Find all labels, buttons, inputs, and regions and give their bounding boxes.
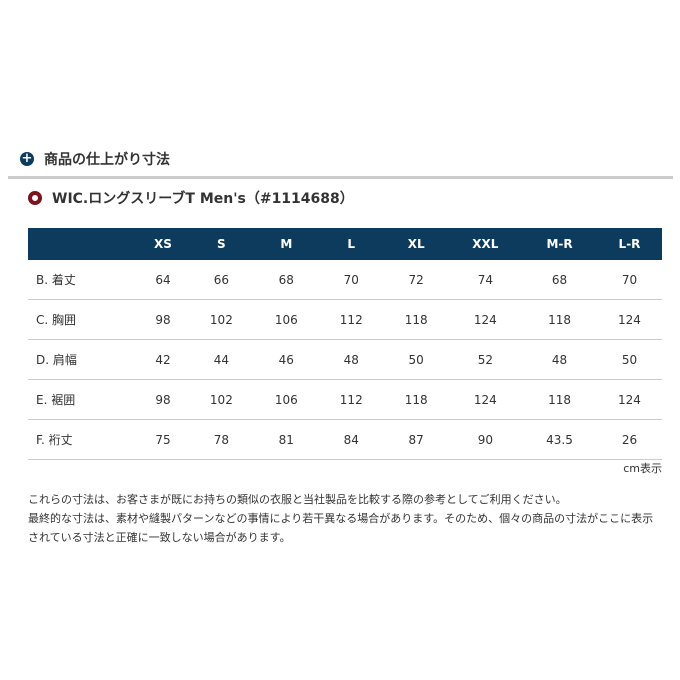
table-cell: 98: [137, 299, 189, 340]
table-cell: 43.5: [522, 419, 597, 460]
section-title: 商品の仕上がり寸法: [44, 152, 170, 168]
table-cell: 50: [596, 339, 662, 380]
table-cell: 102: [188, 299, 254, 340]
column-header: [28, 228, 137, 260]
table-row: C. 胸囲 98 102 106 112 118 124 118 124: [28, 299, 662, 340]
table-cell: 81: [253, 419, 319, 460]
table-cell: 74: [448, 260, 523, 300]
table-cell: 106: [253, 379, 319, 420]
table-cell: 118: [383, 299, 449, 340]
table-cell: 70: [318, 260, 384, 300]
row-label: C. 胸囲: [28, 299, 137, 340]
table-cell: 124: [596, 299, 662, 340]
table-cell: 68: [522, 260, 597, 300]
note-1: これらの寸法は、お客さまが既にお持ちの類似の衣服と当社製品を比較する際の参考とし…: [28, 493, 567, 506]
column-header: XL: [383, 228, 449, 260]
table-cell: 52: [448, 339, 523, 380]
column-header: M-R: [522, 228, 597, 260]
table-cell: 124: [448, 299, 523, 340]
table-cell: 118: [522, 299, 597, 340]
column-header: L-R: [596, 228, 662, 260]
size-table: XS S M L XL XXL M-R L-R B. 着丈 64 66 68 70 72 74 68 70 C.…: [28, 228, 662, 460]
column-header: XS: [137, 228, 189, 260]
row-label: B. 着丈: [28, 260, 137, 300]
note-2: 最終的な寸法は、素材や縫製パターンなどの事情により若干異なる場合があります。その…: [28, 512, 654, 544]
table-cell: 118: [522, 379, 597, 420]
table-row: E. 裾囲 98 102 106 112 118 124 118 124: [28, 379, 662, 420]
column-header: XXL: [448, 228, 523, 260]
unit-note: cm表示: [623, 462, 662, 475]
column-header: S: [188, 228, 254, 260]
table-cell: 26: [596, 419, 662, 460]
product-title: WIC.ロングスリーブT Men's（#1114688）: [52, 191, 354, 207]
table-cell: 124: [448, 379, 523, 420]
notes: これらの寸法は、お客さまが既にお持ちの類似の衣服と当社製品を比較する際の参考とし…: [28, 490, 658, 547]
column-header: L: [318, 228, 384, 260]
table-cell: 50: [383, 339, 449, 380]
table-cell: 87: [383, 419, 449, 460]
column-header: M: [253, 228, 319, 260]
table-cell: 118: [383, 379, 449, 420]
table-row: B. 着丈 64 66 68 70 72 74 68 70: [28, 260, 662, 300]
table-cell: 66: [188, 260, 254, 300]
table-cell: 98: [137, 379, 189, 420]
table-row: D. 肩幅 42 44 46 48 50 52 48 50: [28, 339, 662, 380]
table-cell: 44: [188, 339, 254, 380]
table-row: F. 裄丈 75 78 81 84 87 90 43.5 26: [28, 419, 662, 460]
row-label: D. 肩幅: [28, 339, 137, 380]
ring-bullet-icon: [28, 191, 42, 205]
section-heading: + 商品の仕上がり寸法: [20, 149, 170, 169]
table-cell: 78: [188, 419, 254, 460]
table-cell: 112: [318, 299, 384, 340]
table-cell: 106: [253, 299, 319, 340]
table-cell: 75: [137, 419, 189, 460]
table-cell: 42: [137, 339, 189, 380]
row-label: F. 裄丈: [28, 419, 137, 460]
row-label: E. 裾囲: [28, 379, 137, 420]
table-cell: 46: [253, 339, 319, 380]
table-cell: 124: [596, 379, 662, 420]
table-header: XS S M L XL XXL M-R L-R: [28, 228, 662, 260]
table-cell: 68: [253, 260, 319, 300]
table-cell: 90: [448, 419, 523, 460]
table-cell: 70: [596, 260, 662, 300]
plus-circle-icon: +: [20, 151, 34, 166]
table-cell: 72: [383, 260, 449, 300]
divider: [8, 176, 673, 179]
table-cell: 48: [522, 339, 597, 380]
product-heading: WIC.ロングスリーブT Men's（#1114688）: [28, 188, 354, 208]
table-cell: 48: [318, 339, 384, 380]
table-cell: 112: [318, 379, 384, 420]
table-cell: 102: [188, 379, 254, 420]
table-cell: 84: [318, 419, 384, 460]
table-cell: 64: [137, 260, 189, 300]
